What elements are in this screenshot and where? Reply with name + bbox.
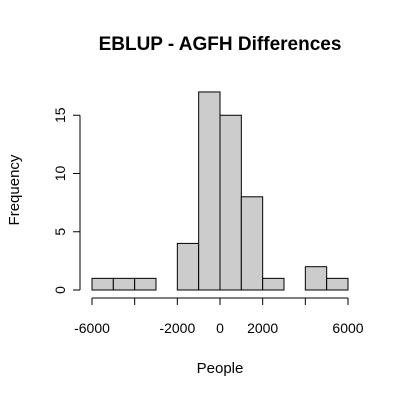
y-tick-label: 10 — [52, 166, 68, 182]
x-axis-label: People — [197, 360, 244, 377]
bars-group — [91, 91, 349, 291]
histogram-bar — [134, 277, 157, 291]
x-tick-label: 6000 — [332, 320, 363, 336]
x-tick-label: 0 — [216, 320, 224, 336]
histogram-bar — [262, 277, 285, 291]
x-tick-label: 2000 — [247, 320, 278, 336]
histogram-bar — [240, 196, 264, 291]
histogram-bar — [326, 277, 349, 291]
histogram-bar — [198, 91, 221, 291]
x-tick-label: -2000 — [159, 320, 195, 336]
histogram-bar — [219, 114, 242, 291]
x-axis: -6000 -2000 0 2000 6000 — [74, 297, 364, 336]
histogram-bar — [91, 277, 114, 291]
y-tick-label: 0 — [52, 286, 68, 294]
histogram-bar — [176, 242, 200, 291]
y-axis: 0 5 10 15 — [52, 107, 81, 294]
y-axis-label: Frequency — [6, 154, 23, 225]
x-tick-label: -6000 — [74, 320, 110, 336]
y-tick-label: 5 — [52, 228, 68, 236]
y-tick-label: 15 — [52, 107, 68, 123]
histogram-bar — [112, 277, 136, 291]
histogram-bar — [304, 266, 328, 291]
chart-title: EBLUP - AGFH Differences — [99, 34, 342, 55]
